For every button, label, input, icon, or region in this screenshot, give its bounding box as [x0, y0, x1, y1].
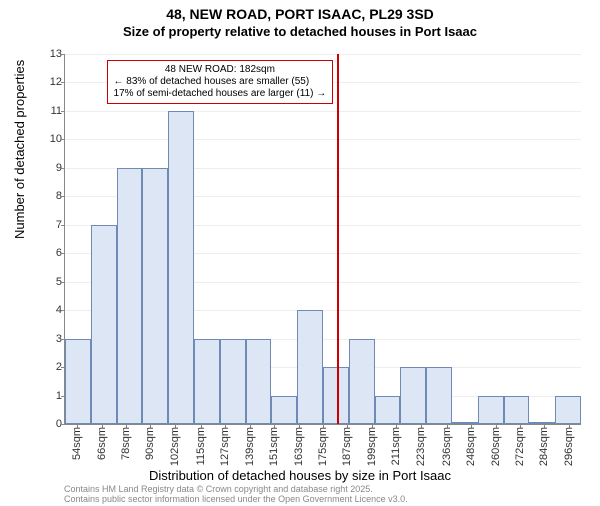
histogram-bar	[375, 396, 401, 424]
chart-area: 01234567891011121354sqm66sqm78sqm90sqm10…	[64, 54, 580, 424]
y-tick-label: 3	[32, 333, 62, 345]
x-tick-label: 223sqm	[415, 427, 427, 466]
histogram-bar	[220, 339, 246, 424]
y-tick-label: 13	[32, 48, 62, 60]
histogram-bar	[478, 396, 504, 424]
x-tick-label: 236sqm	[441, 427, 453, 466]
histogram-bar	[271, 396, 297, 424]
histogram-bar	[91, 225, 117, 424]
x-tick-label: 151sqm	[268, 427, 280, 466]
callout-row-2: 17% of semi-detached houses are larger (…	[114, 88, 327, 100]
y-tick-label: 11	[32, 105, 62, 117]
footer-line-1: Contains HM Land Registry data © Crown c…	[64, 484, 408, 494]
histogram-bar	[142, 168, 168, 424]
y-tick-label: 4	[32, 304, 62, 316]
chart-title-sub: Size of property relative to detached ho…	[0, 24, 600, 39]
x-tick-label: 187sqm	[341, 427, 353, 466]
x-tick-label: 139sqm	[244, 427, 256, 466]
x-tick-label: 127sqm	[219, 427, 231, 466]
y-tick-label: 10	[32, 133, 62, 145]
y-axis-label: Number of detached properties	[12, 60, 27, 239]
grid-line	[65, 54, 581, 55]
y-tick-label: 1	[32, 390, 62, 402]
x-tick-label: 115sqm	[195, 427, 207, 465]
x-tick-label: 90sqm	[144, 427, 156, 460]
x-tick-label: 248sqm	[465, 427, 477, 466]
histogram-bar	[117, 168, 143, 424]
y-tick-label: 9	[32, 162, 62, 174]
callout-header: 48 NEW ROAD: 182sqm	[114, 64, 327, 76]
x-tick-label: 272sqm	[514, 427, 526, 466]
histogram-bar	[168, 111, 194, 424]
y-tick-label: 8	[32, 190, 62, 202]
x-tick-label: 163sqm	[293, 427, 305, 466]
y-tick-label: 5	[32, 276, 62, 288]
histogram-bar	[529, 422, 555, 424]
y-tick-label: 2	[32, 361, 62, 373]
histogram-bar	[426, 367, 452, 424]
histogram-bar	[400, 367, 426, 424]
footer-attribution: Contains HM Land Registry data © Crown c…	[64, 484, 408, 504]
histogram-bar	[349, 339, 375, 424]
footer-line-2: Contains public sector information licen…	[64, 494, 408, 504]
histogram-bar	[65, 339, 91, 424]
x-tick-label: 175sqm	[317, 427, 329, 466]
histogram-bar	[194, 339, 220, 424]
x-tick-label: 66sqm	[96, 427, 108, 460]
histogram-bar	[323, 367, 349, 424]
x-tick-label: 211sqm	[390, 427, 402, 465]
x-axis-label: Distribution of detached houses by size …	[0, 468, 600, 483]
chart-title-main: 48, NEW ROAD, PORT ISAAC, PL29 3SD	[0, 6, 600, 22]
x-tick-label: 284sqm	[538, 427, 550, 466]
y-tick-label: 0	[32, 418, 62, 430]
histogram-bar	[452, 422, 478, 424]
callout-row-1: ← 83% of detached houses are smaller (55…	[114, 76, 327, 88]
x-tick-label: 102sqm	[169, 427, 181, 466]
y-tick-label: 12	[32, 76, 62, 88]
y-tick-label: 6	[32, 247, 62, 259]
x-tick-label: 78sqm	[120, 427, 132, 460]
callout-line	[337, 54, 339, 424]
callout-box: 48 NEW ROAD: 182sqm← 83% of detached hou…	[107, 60, 334, 104]
histogram-bar	[246, 339, 272, 424]
x-tick-label: 296sqm	[563, 427, 575, 466]
x-tick-label: 260sqm	[490, 427, 502, 466]
plot-region: 01234567891011121354sqm66sqm78sqm90sqm10…	[64, 54, 581, 425]
x-tick-label: 54sqm	[71, 427, 83, 460]
grid-line	[65, 111, 581, 112]
histogram-bar	[555, 396, 581, 424]
x-tick-label: 199sqm	[366, 427, 378, 466]
grid-line	[65, 139, 581, 140]
histogram-bar	[504, 396, 530, 424]
histogram-bar	[297, 310, 323, 424]
y-tick-label: 7	[32, 219, 62, 231]
